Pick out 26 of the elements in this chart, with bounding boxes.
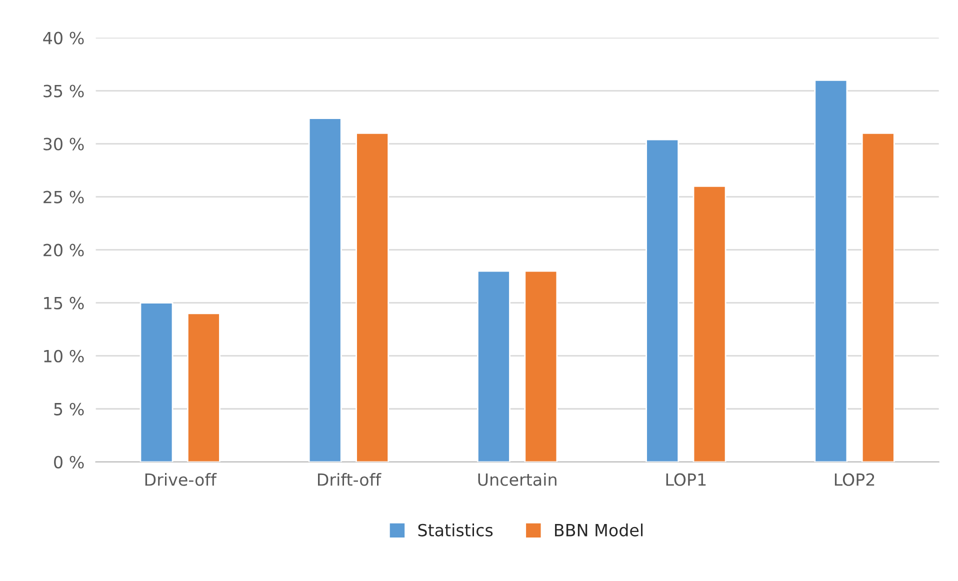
y-tick-label: 35 %	[44, 84, 84, 98]
x-tick-label: Drive-off	[145, 473, 217, 486]
y-tick-label: 15 %	[44, 296, 84, 310]
y-tick-label: 20 %	[44, 244, 84, 256]
y-tick-label: 5 %	[54, 402, 84, 416]
bar	[861, 132, 895, 462]
y-tick-label: 10 %	[44, 350, 84, 362]
bar	[140, 302, 174, 462]
y-tick-label: 40 %	[43, 32, 84, 44]
x-tick-label: LOP2	[834, 473, 874, 486]
bar	[356, 132, 390, 462]
y-tick-label: 25 %	[44, 190, 84, 204]
legend-label: Statistics	[418, 524, 493, 536]
bar	[308, 118, 342, 462]
bar	[477, 270, 510, 462]
legend-label: BBN Model	[555, 524, 643, 536]
bar	[814, 79, 848, 462]
x-tick-label: LOP1	[666, 473, 706, 486]
bar	[524, 270, 558, 462]
y-tick-label: 30 %	[44, 138, 84, 150]
y-tick-label: 0 %	[54, 456, 84, 468]
bar	[186, 312, 220, 462]
x-tick-label: Drift-off	[318, 473, 382, 486]
bar	[692, 186, 726, 462]
bar	[646, 138, 680, 462]
x-tick-label: Uncertain	[478, 473, 556, 486]
